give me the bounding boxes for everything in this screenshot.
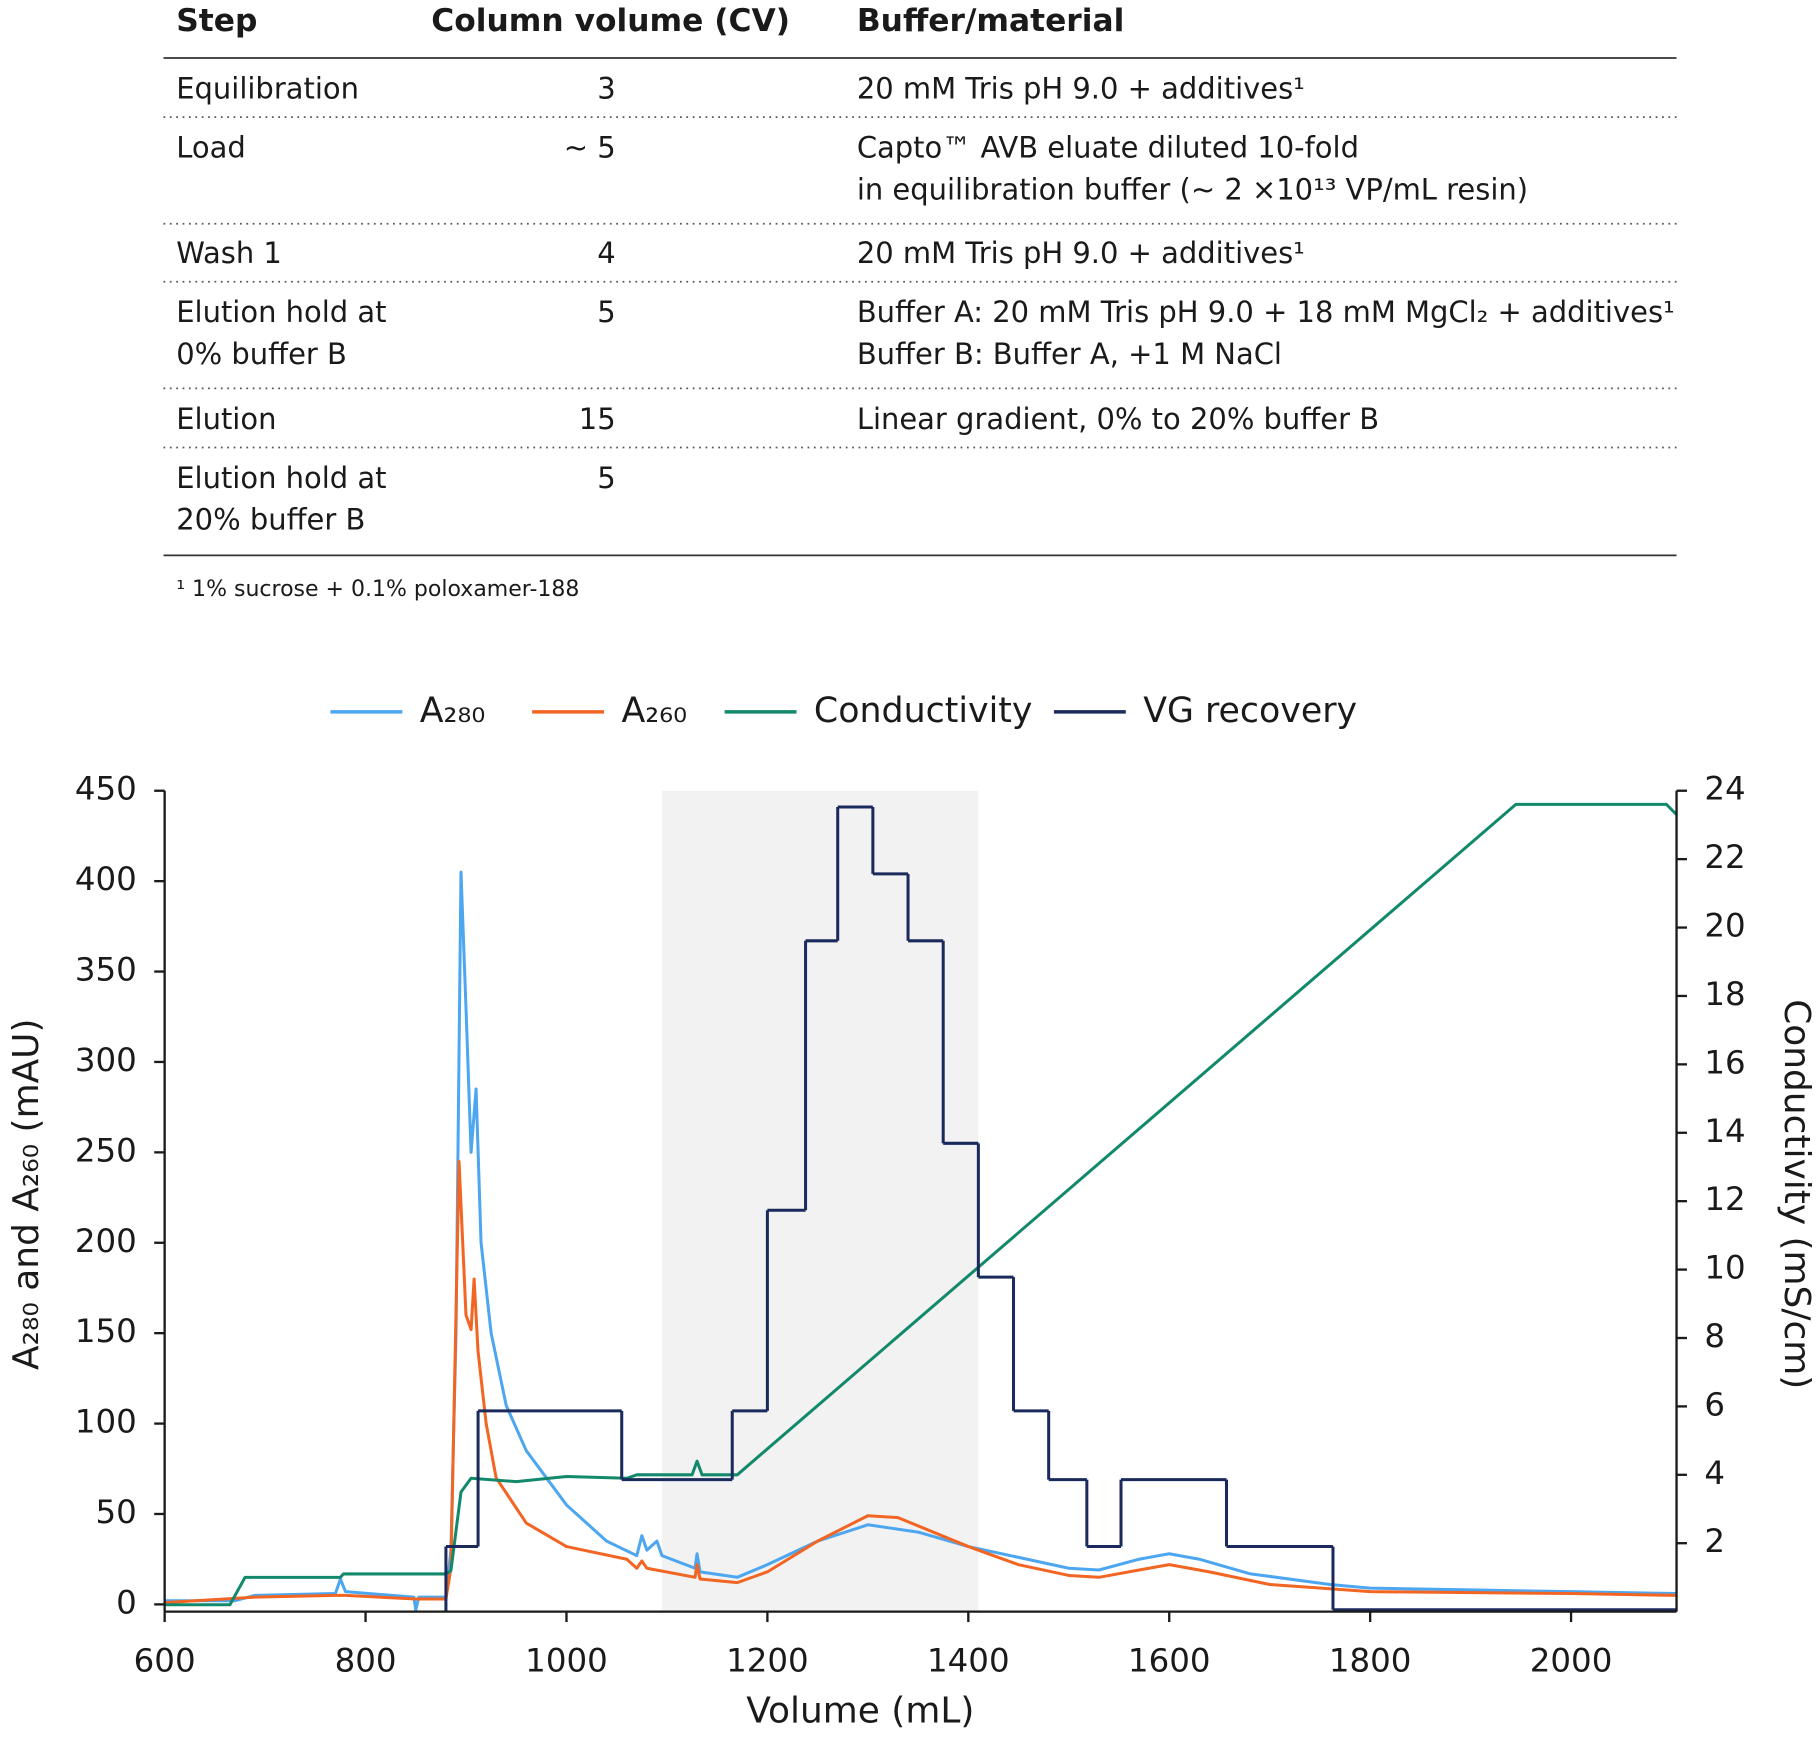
y-tick-label: 200 bbox=[75, 1222, 137, 1260]
table-cell: 3 bbox=[597, 71, 615, 105]
legend-label: Conductivity bbox=[814, 691, 1033, 731]
table-cell: 20 mM Tris pH 9.0 + additives¹ bbox=[857, 71, 1305, 105]
y-tick-label: 0 bbox=[116, 1583, 137, 1621]
y2-tick-label: 18 bbox=[1704, 975, 1745, 1013]
y2-tick-label: 4 bbox=[1704, 1454, 1725, 1492]
y-axis-title: A₂₈₀ and A₂₆₀ (mAU) bbox=[6, 1019, 47, 1370]
x-tick-label: 1800 bbox=[1329, 1642, 1412, 1680]
legend-label: VG recovery bbox=[1143, 691, 1357, 731]
y2-tick-label: 22 bbox=[1704, 838, 1745, 876]
y2-tick-label: 24 bbox=[1704, 770, 1745, 808]
x-tick-label: 1200 bbox=[726, 1642, 809, 1680]
table-cell: 20% buffer B bbox=[176, 503, 365, 537]
table-cell: Buffer A: 20 mM Tris pH 9.0 + 18 mM MgCl… bbox=[857, 295, 1675, 329]
footnote: ¹ 1% sucrose + 0.1% poloxamer-188 bbox=[176, 577, 579, 602]
x-tick-label: 600 bbox=[134, 1642, 196, 1680]
x-tick-label: 800 bbox=[335, 1642, 397, 1680]
y-tick-label: 250 bbox=[75, 1131, 137, 1169]
y2-tick-label: 2 bbox=[1704, 1522, 1725, 1560]
y-tick-label: 400 bbox=[75, 860, 137, 898]
table-cell: 5 bbox=[597, 295, 615, 329]
y-tick-label: 450 bbox=[75, 770, 137, 808]
x-tick-label: 1400 bbox=[927, 1642, 1010, 1680]
table-cell: Equilibration bbox=[176, 71, 359, 105]
table-header: Column volume (CV) bbox=[431, 3, 790, 39]
plot-area bbox=[164, 802, 1678, 1612]
table-cell: Linear gradient, 0% to 20% buffer B bbox=[857, 402, 1379, 436]
series-line bbox=[164, 1159, 1677, 1605]
x-axis-title: Volume (mL) bbox=[746, 1690, 974, 1731]
y2-tick-label: 10 bbox=[1704, 1249, 1745, 1287]
legend-label: A₂₆₀ bbox=[621, 691, 687, 731]
y-tick-label: 350 bbox=[75, 951, 137, 989]
table-cell: in equilibration buffer (~ 2 ×10¹³ VP/mL… bbox=[857, 172, 1528, 206]
y2-tick-label: 12 bbox=[1704, 1180, 1745, 1218]
table-cell: Wash 1 bbox=[176, 236, 282, 270]
table-cell: 0% buffer B bbox=[176, 337, 347, 371]
table-cell: 20 mM Tris pH 9.0 + additives¹ bbox=[857, 236, 1305, 270]
y2-tick-label: 14 bbox=[1704, 1112, 1745, 1150]
y2-tick-label: 20 bbox=[1704, 907, 1745, 945]
table-cell: 5 bbox=[597, 461, 615, 495]
x-tick-label: 2000 bbox=[1530, 1642, 1613, 1680]
y2-tick-label: 6 bbox=[1704, 1385, 1725, 1423]
table-cell: Elution hold at bbox=[176, 461, 386, 495]
highlight-region bbox=[661, 790, 979, 1612]
x-tick-label: 1000 bbox=[525, 1642, 608, 1680]
table-cell: ~ 5 bbox=[564, 131, 616, 165]
table-cell: Elution hold at bbox=[176, 295, 386, 329]
y-tick-label: 100 bbox=[75, 1403, 137, 1441]
chart: 600 800 1000 1200 1400 1600 1800 2000 0 50 100 150 2… bbox=[6, 691, 1817, 1732]
table-cell: Load bbox=[176, 131, 246, 165]
table-cell: Capto™ AVB eluate diluted 10-fold bbox=[857, 131, 1359, 165]
table-cell: 4 bbox=[597, 236, 615, 270]
y2-tick-label: 16 bbox=[1704, 1043, 1745, 1081]
y-tick-label: 300 bbox=[75, 1041, 137, 1079]
x-tick-label: 1600 bbox=[1128, 1642, 1211, 1680]
table-header: Step bbox=[176, 3, 257, 39]
table-cell: Buffer B: Buffer A, +1 M NaCl bbox=[857, 337, 1282, 371]
y2-axis-title: Conductivity (mS/cm) bbox=[1776, 999, 1817, 1389]
legend-label: A₂₈₀ bbox=[420, 691, 486, 731]
table-header: Buffer/material bbox=[857, 3, 1125, 39]
table-cell: Elution bbox=[176, 402, 276, 436]
y-tick-label: 50 bbox=[96, 1493, 137, 1531]
y-tick-label: 150 bbox=[75, 1312, 137, 1350]
table-cell: 15 bbox=[579, 402, 616, 436]
y2-tick-label: 8 bbox=[1704, 1317, 1725, 1355]
